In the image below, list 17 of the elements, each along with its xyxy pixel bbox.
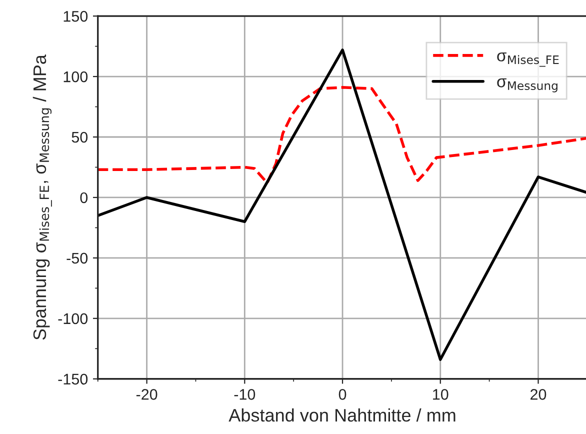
y-axis-title: Spannung σ$_{Mises_FE}$, σ$_{Messung}$ / MPa [32,54,52,340]
x-tick-label: 0 [338,389,346,400]
x-tick-label: -20 [136,389,158,400]
legend-label: σ$_{Mises_FE}$ [497,52,559,67]
line-series [98,48,586,361]
y-tick-label: -100 [58,313,88,324]
y-tick-label: -150 [58,374,88,385]
x-tick-label: 20 [530,389,546,400]
y-tick-label: 150 [64,10,88,22]
x-tick-label: -10 [234,389,256,400]
legend-label: σ$_{Messung}$ [497,78,558,92]
x-axis-title: Abstand von Nahtmitte / mm [228,408,456,422]
x-tick-label: 10 [433,389,448,400]
y-tick-label: 100 [64,71,88,82]
y-tick-label: -50 [66,252,88,264]
y-tick-label: 0 [80,192,88,204]
y-tick-label: 50 [72,132,88,143]
